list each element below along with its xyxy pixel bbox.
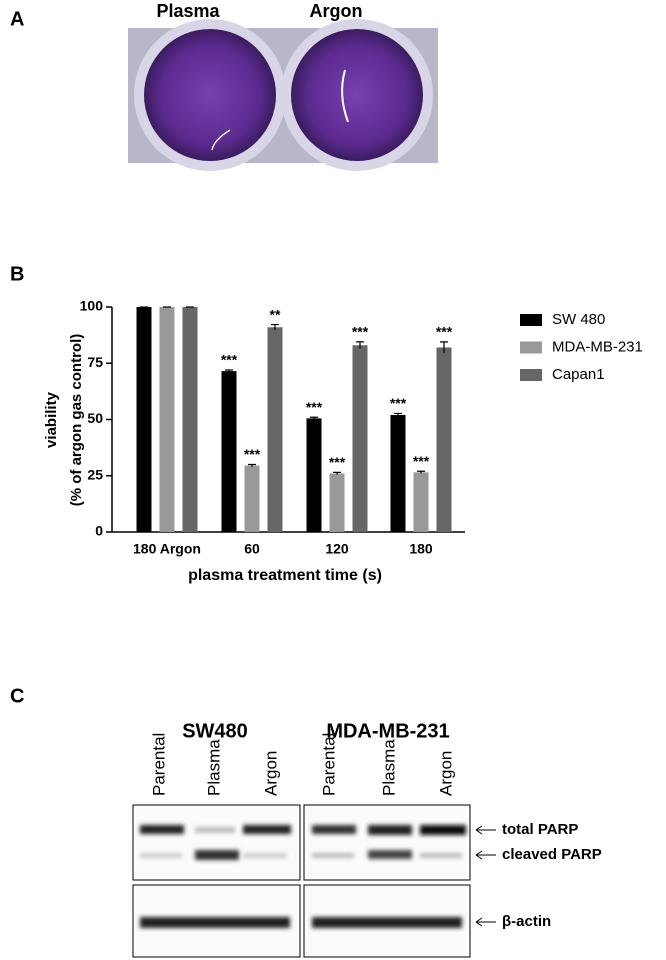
significance-label: ***: [390, 395, 407, 411]
bar: [436, 347, 452, 532]
significance-label: ***: [329, 454, 346, 470]
significance-label: ***: [306, 399, 323, 415]
bar: [182, 307, 198, 532]
column-label: Plasma: [156, 1, 220, 21]
error-bar: [248, 463, 256, 467]
error-bar: [356, 341, 364, 349]
bar: [221, 371, 237, 532]
error-bar: [271, 323, 279, 330]
error-bar: [394, 412, 402, 417]
band-label: total PARP: [502, 821, 578, 838]
panel-label: C: [10, 685, 24, 707]
y-tick-label: 25: [87, 466, 103, 482]
bar: [390, 415, 406, 532]
x-tick-label: 180: [409, 541, 433, 557]
lane-label: Parental: [149, 733, 168, 796]
y-tick-label: 75: [87, 354, 103, 370]
error-bar: [310, 416, 318, 420]
legend-label: MDA-MB-231: [552, 338, 643, 355]
band-label: β-actin: [502, 913, 551, 930]
blot: [132, 804, 496, 958]
x-tick-label: 180 Argon: [133, 541, 201, 557]
significance-label: **: [270, 306, 281, 322]
significance-label: ***: [352, 324, 369, 340]
bar: [136, 307, 152, 532]
legend-swatch: [520, 369, 542, 381]
significance-label: ***: [413, 453, 430, 469]
legend-swatch: [520, 341, 542, 354]
error-bar: [333, 471, 341, 475]
legend-swatch: [520, 314, 542, 326]
lane-label: Argon: [261, 751, 280, 796]
x-tick-label: 60: [244, 541, 260, 557]
photo: [128, 19, 438, 171]
panel-label: A: [10, 8, 24, 30]
significance-label: ***: [436, 324, 453, 340]
error-bar: [225, 369, 233, 373]
significance-label: ***: [244, 446, 261, 462]
x-tick-label: 120: [325, 541, 349, 557]
y-tick-label: 100: [80, 298, 104, 314]
bar: [244, 465, 260, 532]
lane-label: Plasma: [204, 739, 223, 796]
bar: [306, 418, 322, 532]
error-bar: [417, 470, 425, 474]
x-axis-label: plasma treatment time (s): [188, 567, 382, 584]
significance-label: ***: [221, 352, 238, 368]
group-title: MDA-MB-231: [326, 720, 449, 742]
y-axis-label: viability: [43, 391, 60, 448]
bar: [413, 472, 429, 532]
bar: [329, 473, 345, 532]
lane-label: Argon: [436, 751, 455, 796]
legend-label: Capan1: [552, 366, 605, 383]
lane-label: Parental: [319, 733, 338, 796]
y-axis-label: (% of argon gas control): [68, 334, 85, 507]
y-tick-label: 50: [87, 410, 103, 426]
group-title: SW480: [182, 720, 248, 742]
panel-label: B: [10, 263, 24, 285]
y-tick-label: 0: [95, 523, 103, 539]
bar: [159, 307, 175, 532]
bar: [267, 327, 283, 532]
bar: [352, 345, 368, 532]
column-label: Argon: [310, 1, 363, 21]
band-label: cleaved PARP: [502, 846, 602, 863]
lane-label: Plasma: [379, 739, 398, 796]
error-bar: [440, 341, 448, 354]
legend-label: SW 480: [552, 311, 605, 328]
